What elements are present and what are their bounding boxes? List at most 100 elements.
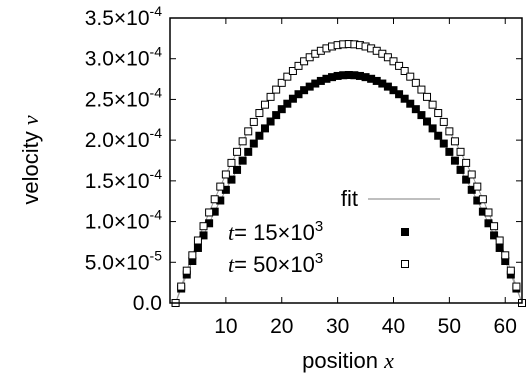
data-point-t15	[383, 82, 392, 91]
data-point-t50	[456, 147, 465, 156]
data-point-t50	[249, 117, 258, 126]
data-point-t50	[495, 236, 504, 245]
data-point-t15	[400, 94, 409, 103]
data-point-t50	[462, 158, 471, 167]
x-tick-label: 50	[438, 315, 461, 338]
legend: fit t= 15×103 t= 50×103	[228, 186, 440, 277]
data-point-t15	[473, 196, 482, 205]
y-tick-label: 2.0×10-4	[85, 125, 162, 152]
data-point-t50	[233, 147, 242, 156]
data-point-t50	[177, 282, 186, 291]
x-tick-label: 30	[326, 315, 349, 338]
data-point-t15	[350, 71, 359, 80]
y-axis-title: velocity v	[18, 115, 43, 204]
data-point-t15	[501, 257, 510, 266]
data-point-t15	[367, 74, 376, 83]
data-point-t50	[512, 282, 521, 291]
data-point-t50	[260, 100, 269, 109]
data-point-t15	[490, 231, 499, 240]
data-point-t15	[450, 156, 459, 165]
data-point-t15	[277, 105, 286, 114]
data-point-t50	[294, 61, 303, 70]
data-point-t15	[227, 175, 236, 184]
plot-frame	[169, 17, 523, 304]
data-point-t15	[316, 76, 325, 85]
data-point-t50	[216, 182, 225, 191]
data-point-t15	[428, 124, 437, 133]
data-point-t50	[406, 72, 415, 81]
data-point-t50	[423, 92, 432, 101]
data-point-t15	[495, 243, 504, 252]
data-point-t15	[484, 219, 493, 228]
data-point-t50	[467, 170, 476, 179]
data-point-t15	[205, 219, 214, 228]
y-tick-label: 2.5×10-4	[85, 84, 162, 111]
data-point-t50	[395, 61, 404, 70]
data-point-t15	[244, 147, 253, 156]
data-point-t50	[417, 85, 426, 94]
data-point-t15	[238, 156, 247, 165]
data-point-t15	[423, 117, 432, 126]
data-point-t15	[249, 139, 258, 148]
data-point-t15	[417, 111, 426, 120]
data-point-t50	[266, 92, 275, 101]
data-point-t15	[294, 90, 303, 99]
data-point-t15	[322, 74, 331, 83]
data-point-t15	[188, 257, 197, 266]
data-point-t50	[450, 137, 459, 146]
data-point-t15	[272, 111, 281, 120]
data-point-t50	[501, 251, 510, 260]
y-tick-label: 1.5×10-4	[85, 166, 162, 193]
data-point-t15	[333, 71, 342, 80]
data-point-t50	[283, 72, 292, 81]
data-point-t50	[478, 195, 487, 204]
legend-marker-filled-square	[401, 228, 409, 236]
data-point-t50	[506, 266, 515, 275]
y-tick-label: 5.0×10-5	[85, 247, 162, 274]
data-point-t15	[288, 94, 297, 103]
data-point-t15	[221, 185, 230, 194]
data-point-t50	[205, 208, 214, 217]
data-point-t50	[389, 57, 398, 66]
data-point-t15	[305, 82, 314, 91]
data-point-t50	[434, 109, 443, 118]
data-point-t50	[288, 67, 297, 76]
data-point-t50	[227, 158, 236, 167]
x-tick-label: 10	[214, 315, 237, 338]
data-point-t15	[260, 124, 269, 133]
data-point-t50	[490, 222, 499, 231]
data-point-t50	[445, 127, 454, 136]
data-point-t50	[439, 117, 448, 126]
data-point-t15	[361, 73, 370, 82]
data-point-t15	[478, 207, 487, 216]
data-point-t15	[328, 73, 337, 82]
data-point-t15	[210, 207, 219, 216]
data-point-t50	[272, 85, 281, 94]
data-point-t15	[255, 131, 264, 140]
data-point-t50	[383, 53, 392, 62]
legend-marker-open-square	[401, 260, 409, 268]
data-point-t50	[484, 208, 493, 217]
data-point-t15	[344, 71, 353, 79]
data-point-t15	[467, 185, 476, 194]
data-point-t50	[255, 109, 264, 118]
data-point-t50	[193, 236, 202, 245]
data-point-t50	[238, 137, 247, 146]
data-point-t50	[428, 100, 437, 109]
data-point-t15	[439, 139, 448, 148]
data-point-t15	[411, 105, 420, 114]
data-point-t15	[233, 165, 242, 174]
data-point-t15	[395, 90, 404, 99]
data-point-t15	[389, 86, 398, 95]
data-point-t50	[188, 251, 197, 260]
data-point-t50	[210, 195, 219, 204]
data-point-t50	[473, 182, 482, 191]
x-tick-label: 60	[494, 315, 517, 338]
data-point-t15	[216, 196, 225, 205]
data-point-t15	[199, 231, 208, 240]
data-point-t15	[462, 175, 471, 184]
legend-label-t15: t= 15×103	[228, 218, 323, 245]
data-point-t15	[311, 79, 320, 88]
data-point-t15	[406, 99, 415, 108]
data-point-t50	[221, 170, 230, 179]
